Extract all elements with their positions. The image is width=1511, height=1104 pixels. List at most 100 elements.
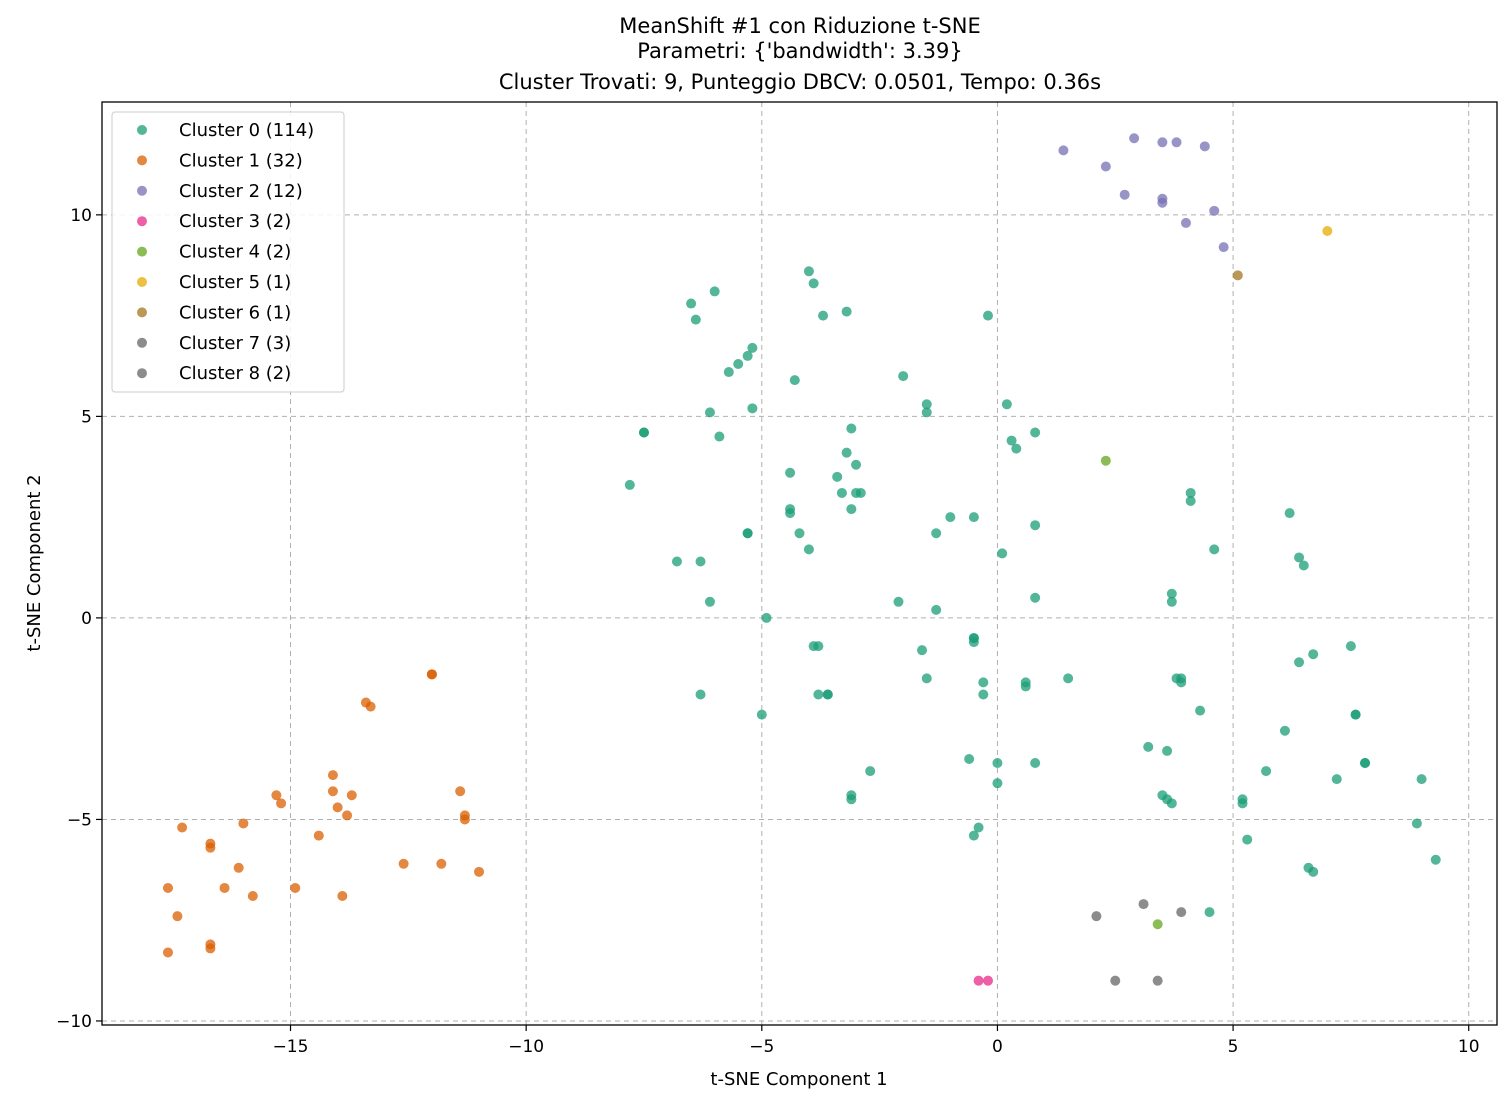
data-point [1157, 197, 1168, 208]
data-point [1171, 137, 1182, 148]
data-point [233, 862, 244, 873]
chart-title-line-2: Parametri: {'bandwidth': 3.39} [637, 39, 962, 63]
data-point [1030, 520, 1041, 531]
data-point [1166, 588, 1177, 599]
data-point [709, 286, 720, 297]
data-point [841, 447, 852, 458]
y-tick-label: 5 [81, 407, 92, 427]
data-point [1058, 145, 1069, 156]
data-point [747, 403, 758, 414]
data-point [794, 528, 805, 539]
legend-label: Cluster 6 (1) [179, 302, 291, 323]
data-point [1091, 911, 1102, 922]
y-tick-label: 0 [81, 609, 92, 629]
data-point [398, 858, 409, 869]
data-point [459, 814, 470, 825]
y-tick-label: −5 [67, 810, 92, 830]
series-cluster-1 [162, 669, 485, 958]
data-point [742, 350, 753, 361]
legend-marker [137, 307, 147, 318]
data-point [1294, 657, 1305, 668]
data-point [1209, 544, 1220, 555]
data-point [1345, 641, 1356, 652]
data-point [704, 596, 715, 607]
data-point [1185, 487, 1196, 498]
grid [102, 102, 1497, 1025]
data-point [327, 786, 338, 797]
data-point [818, 310, 829, 321]
series-cluster-8 [1110, 975, 1163, 986]
data-point [704, 407, 715, 418]
data-point [1185, 496, 1196, 507]
data-point [1119, 189, 1130, 200]
chart-title-line-3: Cluster Trovati: 9, Punteggio DBCV: 0.05… [499, 70, 1101, 94]
data-point [1001, 399, 1012, 410]
y-axis-label: t-SNE Component 2 [24, 474, 45, 651]
data-point [1204, 907, 1215, 918]
chart-title-line-1: MeanShift #1 con Riduzione t-SNE [619, 14, 980, 38]
data-point [813, 641, 824, 652]
legend-marker [137, 216, 147, 227]
x-tick-label: 10 [1458, 1037, 1480, 1057]
series-cluster-0 [624, 266, 1441, 918]
data-point [1162, 745, 1173, 756]
data-point [836, 487, 847, 498]
data-point [1176, 907, 1187, 918]
data-point [686, 298, 697, 309]
legend: Cluster 0 (114) Cluster 1 (32) Cluster 2 (… [111, 111, 345, 393]
data-point [346, 790, 357, 801]
plot-frame [101, 101, 1498, 1026]
data-point [205, 943, 216, 954]
data-point [1411, 818, 1422, 829]
data-point [1218, 242, 1229, 253]
data-point [342, 810, 353, 821]
data-point [803, 544, 814, 555]
x-tick-label: −5 [749, 1037, 774, 1057]
data-point [803, 266, 814, 277]
data-point [695, 689, 706, 700]
data-point [1331, 774, 1342, 785]
data-point [624, 479, 635, 490]
data-point [1298, 560, 1309, 571]
data-point [162, 882, 173, 893]
legend-marker [137, 246, 147, 257]
data-point [332, 802, 343, 813]
legend-label: Cluster 7 (3) [179, 333, 291, 354]
data-point [276, 798, 287, 809]
data-point [846, 423, 857, 434]
data-point [997, 548, 1008, 559]
data-point [983, 975, 994, 986]
data-point [813, 689, 824, 700]
data-point [846, 504, 857, 515]
data-point [973, 822, 984, 833]
data-point [455, 786, 466, 797]
data-point [747, 342, 758, 353]
data-point [893, 596, 904, 607]
data-point [1322, 225, 1333, 236]
data-point [1237, 798, 1248, 809]
legend-marker [137, 125, 147, 135]
data-point [808, 278, 819, 289]
series-cluster-4 [1100, 455, 1163, 930]
data-point [851, 459, 862, 470]
data-point [931, 528, 942, 539]
data-point [964, 753, 975, 764]
data-point [1360, 758, 1371, 769]
data-point [1176, 677, 1187, 688]
data-point [1110, 975, 1121, 986]
data-point [1100, 161, 1111, 172]
x-tick-label: −15 [273, 1037, 309, 1057]
data-point [983, 310, 994, 321]
data-point [1030, 427, 1041, 438]
data-point [1020, 681, 1031, 692]
data-point [1430, 854, 1441, 865]
data-point [921, 673, 932, 684]
data-point [1100, 455, 1111, 466]
data-point [1006, 435, 1017, 446]
data-point [789, 375, 800, 386]
legend-label: Cluster 4 (2) [179, 242, 291, 263]
series-cluster-6 [1232, 270, 1243, 281]
data-point [1166, 798, 1177, 809]
data-point [1152, 919, 1163, 930]
x-tick-label: 5 [1228, 1037, 1239, 1057]
